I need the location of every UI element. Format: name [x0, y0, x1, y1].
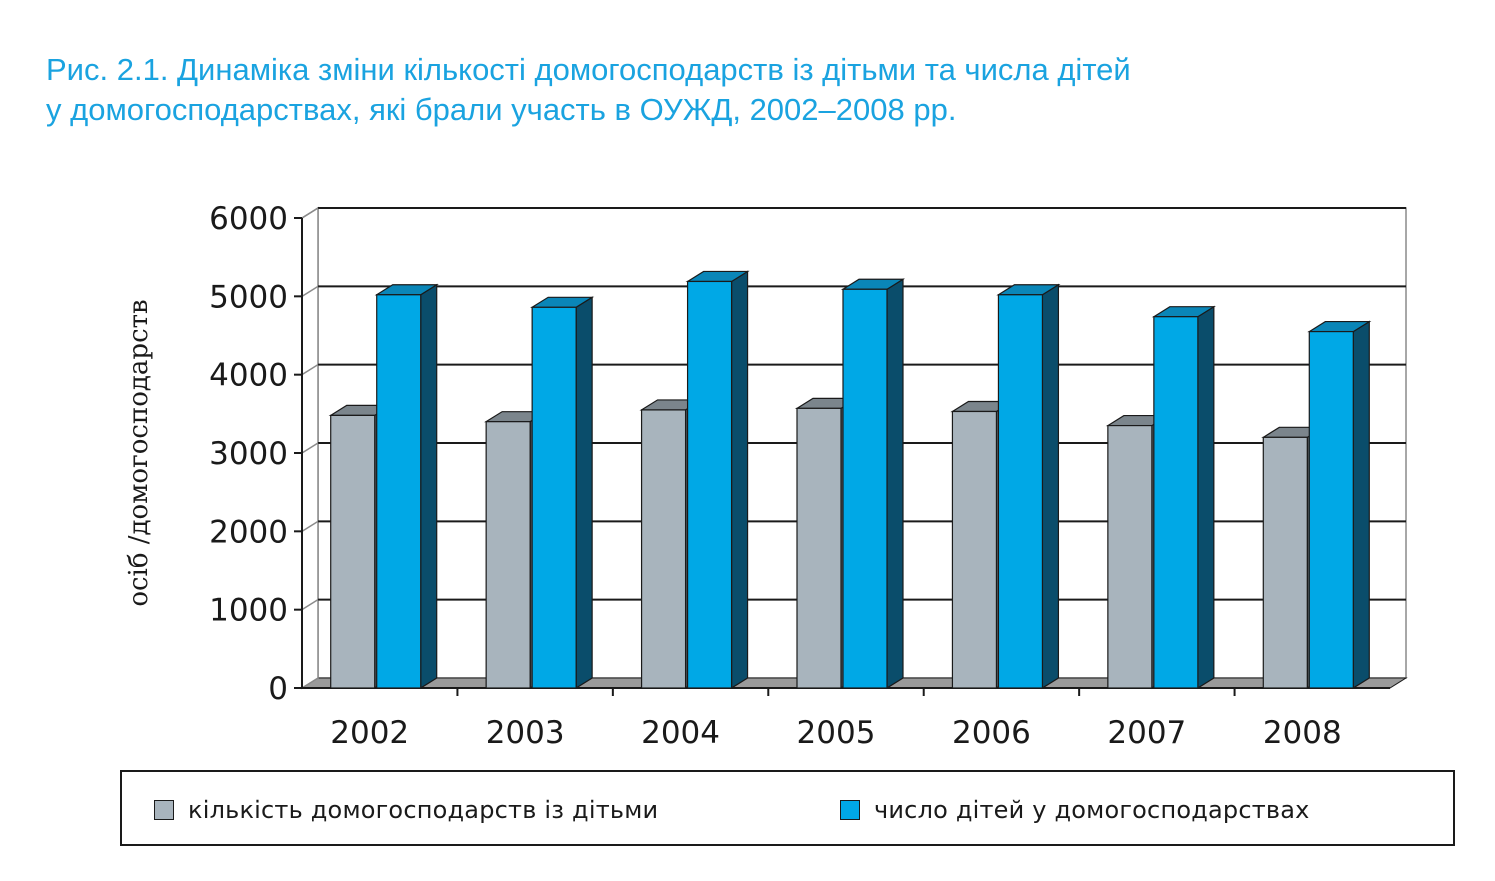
y-tick-label: 0 — [268, 671, 288, 707]
bar-children-2007 — [1151, 305, 1216, 690]
bar-front — [1262, 436, 1308, 689]
gridline-depth — [301, 442, 319, 454]
figure-title-line-1: Рис. 2.1. Динаміка зміни кількості домог… — [46, 52, 1131, 87]
bar-front — [485, 421, 531, 689]
legend-swatch-children — [840, 800, 860, 820]
chart-bars — [328, 270, 1372, 690]
bar-side — [420, 283, 438, 690]
x-tick-label-2004: 2004 — [641, 715, 720, 751]
legend-swatch-households — [154, 800, 174, 820]
gridline-depth — [301, 207, 319, 219]
bar-front — [796, 407, 842, 689]
x-tick-label-2003: 2003 — [486, 715, 565, 751]
bar-children-2002 — [374, 283, 439, 690]
bar-side — [886, 278, 904, 690]
y-tick-label: 2000 — [209, 514, 288, 550]
legend-label-children: число дітей у домогосподарствах — [874, 796, 1310, 824]
bar-front — [640, 409, 687, 689]
bar-children-2008 — [1307, 320, 1372, 690]
y-tick-label: 1000 — [209, 593, 288, 629]
bar-front — [1308, 330, 1354, 689]
bar-front — [1153, 316, 1199, 689]
bar-side — [730, 270, 749, 690]
bar-front — [951, 410, 998, 689]
figure-title: Рис. 2.1. Динаміка зміни кількості домог… — [46, 50, 1466, 130]
chart-legend: кількість домогосподарств із дітьми числ… — [120, 770, 1455, 846]
x-tick-label-2007: 2007 — [1107, 715, 1186, 751]
bar-front — [330, 414, 376, 689]
bar-side — [575, 296, 593, 690]
bar-side — [1352, 320, 1370, 690]
bar-children-2006 — [996, 283, 1061, 690]
bar-children-2003 — [530, 296, 595, 690]
bar-children-2005 — [840, 278, 906, 690]
x-tick-label-2006: 2006 — [952, 715, 1031, 751]
x-tick-label-2002: 2002 — [330, 715, 409, 751]
gridline-depth — [301, 285, 319, 297]
legend-label-households: кількість домогосподарств із дітьми — [188, 796, 659, 824]
bar-chart: 0 1000 2000 3000 4000 5000 6000 осіб /домогоспо… — [124, 201, 1408, 751]
bar-front — [1107, 424, 1153, 689]
bar-front — [997, 294, 1044, 689]
gridline-depth — [301, 520, 319, 532]
gridline-depth — [301, 599, 319, 611]
x-tick-label-2005: 2005 — [797, 715, 876, 751]
bar-side — [1197, 305, 1215, 690]
bar-front — [686, 280, 733, 689]
bar-front — [531, 306, 577, 689]
y-tick-label: 4000 — [209, 358, 288, 394]
y-tick-label: 3000 — [209, 436, 288, 472]
bar-front — [376, 294, 422, 689]
y-tick-label: 5000 — [209, 279, 288, 315]
legend-item-households: кількість домогосподарств із дітьми — [154, 796, 658, 824]
gridline-depth — [301, 364, 319, 376]
y-axis-label: осіб /домогосподарств — [124, 299, 154, 606]
figure-title-line-2: у домогосподарствах, які брали участь в … — [46, 92, 957, 127]
bar-side — [1041, 283, 1060, 690]
chart-labels: 0 1000 2000 3000 4000 5000 6000 осіб /домогоспо… — [124, 201, 1342, 751]
y-tick-label: 6000 — [209, 201, 288, 237]
bar-children-2004 — [685, 270, 750, 690]
x-tick-label-2008: 2008 — [1263, 715, 1342, 751]
legend-item-children: число дітей у домогосподарствах — [840, 796, 1310, 824]
bar-front — [842, 288, 888, 689]
